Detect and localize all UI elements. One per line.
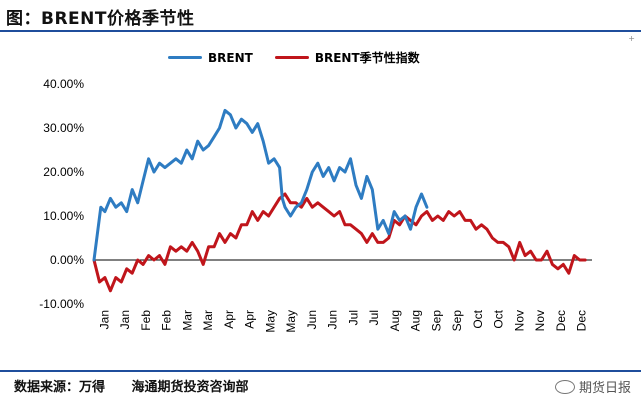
page-title: 图：BRENT价格季节性 <box>6 9 195 29</box>
x-tick-label: Sep <box>450 310 464 332</box>
x-tick-label: Mar <box>180 310 194 331</box>
x-tick-label: Oct <box>492 309 506 328</box>
x-tick-label: Sep <box>429 310 443 332</box>
legend-swatch-seasonal <box>274 56 309 59</box>
wechat-icon <box>554 379 575 394</box>
y-tick-label: 0.00% <box>50 253 84 267</box>
series-line-seasonal <box>92 192 587 293</box>
x-tick-label: May <box>284 310 298 333</box>
legend-item-seasonal: BRENT季节性指数 <box>274 49 420 66</box>
x-tick-label: Nov <box>533 310 547 331</box>
series-line-brent <box>92 108 429 262</box>
y-tick-label: -10.00% <box>39 297 84 311</box>
x-tick-label: Feb <box>160 310 174 331</box>
x-tick-label: Aug <box>388 310 402 331</box>
watermark: 期货日报 <box>554 377 631 396</box>
x-tick-label: Apr <box>243 310 257 329</box>
x-tick-label: Jun <box>305 310 319 329</box>
legend-label-brent: BRENT <box>208 50 253 65</box>
x-tick-label: Dec <box>554 310 568 331</box>
x-tick-label: Nov <box>512 310 526 331</box>
source-org: 海通期货投资咨询部 <box>131 380 249 395</box>
y-tick-label: 40.00% <box>43 77 84 91</box>
x-tick-label: May <box>263 310 277 333</box>
x-tick-label: Apr <box>222 310 236 329</box>
x-tick-label: Jul <box>367 310 381 325</box>
x-tick-label: Aug <box>409 310 423 331</box>
x-tick-label: Jun <box>326 310 340 329</box>
y-tick-label: 10.00% <box>43 209 84 223</box>
x-tick-label: Dec <box>575 310 589 331</box>
watermark-text: 期货日报 <box>578 381 631 396</box>
footer-rule <box>0 370 641 372</box>
x-tick-label: Feb <box>139 310 153 331</box>
y-tick-label: 20.00% <box>43 165 84 179</box>
legend-label-seasonal: BRENT季节性指数 <box>314 51 420 65</box>
y-tick-label: 30.00% <box>43 121 84 135</box>
x-tick-label: Jan <box>97 310 111 329</box>
source-label: 数据来源：万得 <box>14 380 106 395</box>
source-note: 数据来源：万得 海通期货投资咨询部 <box>14 376 271 395</box>
x-tick-label: Jul <box>346 310 360 325</box>
x-tick-label: Oct <box>471 309 485 328</box>
legend-item-brent: BRENT <box>168 49 253 66</box>
x-tick-label: Jan <box>118 310 132 329</box>
title-rule <box>0 30 641 32</box>
legend-swatch-brent <box>168 56 202 59</box>
corner-mark: + <box>628 34 635 43</box>
x-tick-label: Mar <box>201 310 215 331</box>
chart-legend: BRENT BRENT季节性指数 <box>168 49 420 66</box>
